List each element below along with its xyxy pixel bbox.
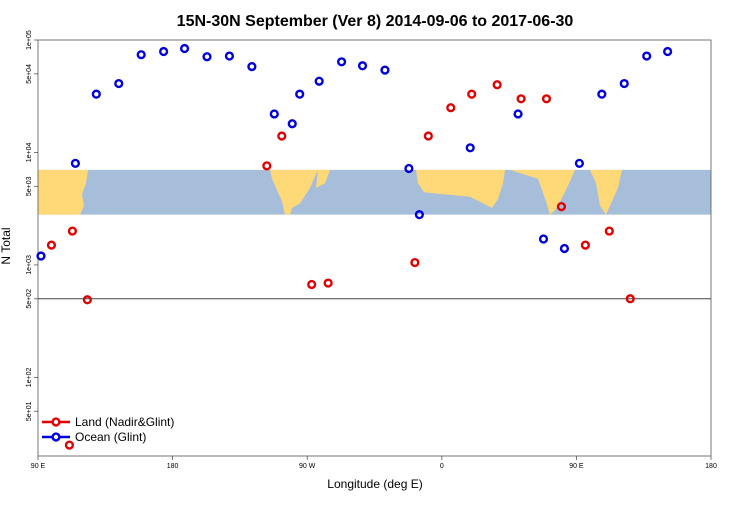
land-point bbox=[423, 131, 433, 141]
legend-marker-land bbox=[51, 417, 61, 427]
ocean-point bbox=[513, 109, 523, 119]
land-point bbox=[46, 240, 57, 250]
land-point bbox=[446, 103, 456, 113]
land-point bbox=[262, 161, 272, 171]
land-point bbox=[604, 226, 614, 236]
legend-label-ocean: Ocean (Glint) bbox=[75, 430, 146, 444]
y-tick-label: 1e+05 bbox=[26, 30, 33, 50]
ocean-point bbox=[538, 234, 549, 244]
land-point bbox=[556, 202, 567, 212]
y-tick-label: 1e+04 bbox=[26, 143, 33, 163]
ocean-point bbox=[159, 46, 169, 57]
land-point bbox=[625, 294, 635, 304]
land-mass-2 bbox=[270, 169, 318, 215]
land-point bbox=[580, 240, 590, 250]
ocean-point bbox=[247, 62, 257, 72]
land-point bbox=[541, 94, 552, 104]
ocean-point bbox=[465, 143, 475, 153]
land-point bbox=[67, 226, 77, 236]
land-point bbox=[82, 295, 92, 305]
ocean-point bbox=[136, 50, 146, 60]
x-tick-label: 90 E bbox=[569, 463, 584, 470]
x-tick-label: 0 bbox=[440, 463, 444, 470]
land-point bbox=[410, 257, 420, 268]
x-axis-label: Longitude (deg E) bbox=[327, 477, 422, 491]
chart-title: 15N-30N September (Ver 8) 2014-09-06 to … bbox=[177, 13, 574, 30]
ocean-point bbox=[202, 52, 212, 62]
ocean-point bbox=[224, 51, 235, 61]
land-mass-3 bbox=[316, 169, 330, 188]
legend-marker-ocean bbox=[51, 432, 61, 442]
ocean-point bbox=[380, 65, 390, 75]
data-points bbox=[36, 43, 673, 450]
ocean-point bbox=[414, 210, 424, 220]
land-point bbox=[492, 80, 502, 90]
world-map-band bbox=[38, 169, 711, 215]
ocean-point bbox=[36, 251, 46, 261]
ocean-point bbox=[642, 51, 652, 61]
land-point bbox=[307, 279, 317, 290]
y-tick-label: 5e+01 bbox=[26, 401, 33, 421]
ocean-point bbox=[287, 119, 297, 129]
ocean-point bbox=[574, 158, 584, 168]
ocean-point bbox=[336, 57, 347, 67]
y-tick-label: 5e+03 bbox=[26, 176, 33, 196]
ocean-point bbox=[404, 163, 414, 174]
land-point bbox=[516, 94, 526, 104]
ocean-point bbox=[269, 109, 279, 119]
ocean-point bbox=[114, 78, 124, 89]
ocean-point bbox=[70, 158, 80, 168]
y-tick-label: 5e+02 bbox=[26, 289, 33, 309]
land-point bbox=[467, 89, 477, 99]
x-tick-label: 90 E bbox=[31, 463, 46, 470]
ocean-point bbox=[179, 43, 190, 54]
plot-frame bbox=[37, 39, 712, 457]
y-tick-label: 1e+03 bbox=[26, 255, 33, 275]
land-mass-1 bbox=[38, 169, 88, 215]
x-tick-label: 180 bbox=[167, 463, 179, 470]
land-mass-6 bbox=[590, 169, 622, 215]
land-point bbox=[64, 440, 75, 450]
y-tick-label: 1e+02 bbox=[26, 367, 33, 387]
legend-label-land: Land (Nadir&Glint) bbox=[75, 415, 174, 429]
land-point bbox=[323, 278, 333, 288]
ocean-point bbox=[619, 78, 629, 89]
legend: Land (Nadir&Glint)Ocean (Glint) bbox=[42, 415, 174, 444]
land-point bbox=[277, 131, 287, 141]
x-tick-label: 180 bbox=[705, 463, 717, 470]
y-axis-label: N Total bbox=[0, 227, 13, 264]
land-mass-4 bbox=[416, 169, 505, 208]
ocean-point bbox=[559, 243, 570, 254]
ocean-point bbox=[314, 76, 324, 86]
ocean-point bbox=[597, 89, 607, 99]
x-tick-label: 90 W bbox=[299, 463, 316, 470]
ocean-point bbox=[663, 46, 673, 57]
ocean-point bbox=[295, 89, 305, 99]
ocean-point bbox=[357, 61, 368, 71]
axes: 90 E 180 90 W 0 90 E 180 5e+01 1e+02 5e+02 1e+03 5… bbox=[26, 30, 717, 470]
y-tick-label: 5e+04 bbox=[26, 64, 33, 84]
ocean-point bbox=[91, 89, 101, 99]
